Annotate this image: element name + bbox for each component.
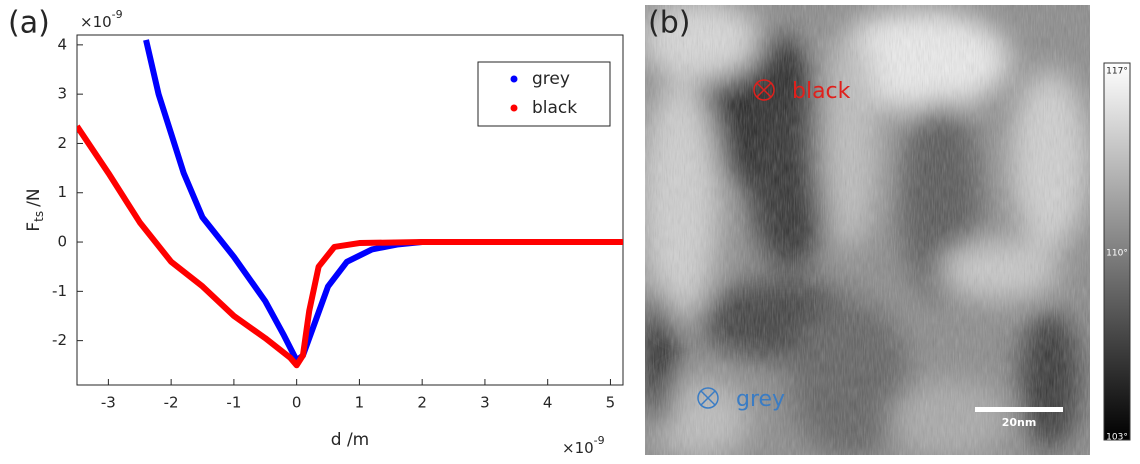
- x-tick-label: 2: [417, 394, 427, 412]
- marker-label: grey: [736, 387, 785, 412]
- x-tick-label: 5: [606, 394, 616, 412]
- panel-label: (b): [648, 6, 690, 41]
- colorbar-label: 117°: [1106, 67, 1128, 77]
- x-tick-label: -3: [101, 394, 116, 412]
- data-line: [77, 124, 623, 369]
- axes-box: [76, 34, 624, 386]
- scale-bar: [975, 407, 1063, 412]
- x-axis-label: d /m: [331, 430, 369, 450]
- y-axis-label-part: ts: [32, 211, 46, 222]
- y-tick-label: 2: [57, 134, 67, 152]
- legend-label: black: [532, 98, 577, 118]
- legend-marker: [510, 104, 518, 112]
- legend-box: [477, 61, 611, 127]
- exponent-power: -9: [594, 434, 605, 447]
- y-axis-label-part: F: [24, 222, 44, 232]
- marker: [753, 79, 775, 101]
- x-tick-label: -1: [226, 394, 241, 412]
- x-tick-label: 3: [480, 394, 490, 412]
- x-tick-label: 0: [292, 394, 302, 412]
- x-tick-label: 1: [355, 394, 365, 412]
- marker-label: black: [792, 79, 851, 104]
- panel-label: (a): [8, 6, 50, 41]
- y-axis-label: Fts/N: [24, 188, 46, 231]
- legend-marker: [510, 75, 518, 83]
- axis-exponent: ×10-9: [562, 434, 605, 457]
- x-tick-label: 4: [543, 394, 553, 412]
- y-tick-label: 1: [57, 183, 67, 201]
- afm-image: [645, 5, 1090, 455]
- exponent-base: ×10: [80, 13, 112, 31]
- marker: [697, 387, 719, 409]
- y-tick-label: 3: [57, 85, 67, 103]
- y-axis-label-part: /N: [24, 188, 44, 206]
- x-tick-label: -2: [164, 394, 179, 412]
- y-tick-label: -1: [52, 282, 67, 300]
- colorbar-label: 103°: [1106, 433, 1128, 443]
- y-tick-label: 0: [57, 233, 67, 251]
- y-tick-label: 4: [57, 35, 67, 53]
- exponent-base: ×10: [562, 439, 594, 457]
- scale-bar-label: 20nm: [1002, 416, 1037, 429]
- colorbar: [1103, 62, 1131, 441]
- y-tick-label: -2: [52, 331, 67, 349]
- exponent-power: -9: [112, 8, 123, 21]
- legend-label: grey: [532, 69, 570, 89]
- colorbar-label: 110°: [1106, 249, 1128, 259]
- axis-exponent: ×10-9: [80, 8, 123, 31]
